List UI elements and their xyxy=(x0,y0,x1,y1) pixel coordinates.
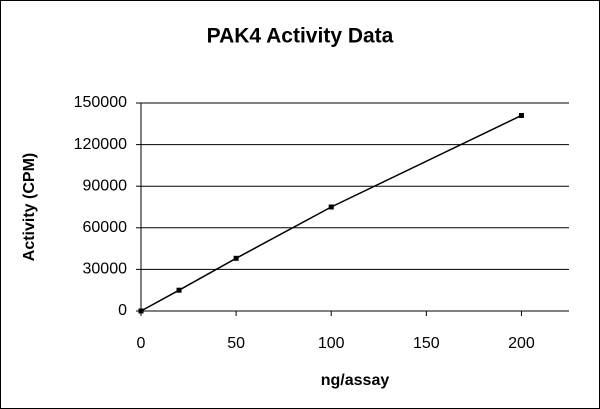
y-tick-label: 30000 xyxy=(83,261,128,278)
y-tick-label: 0 xyxy=(118,302,127,319)
x-tick-label: 100 xyxy=(318,335,345,352)
data-point xyxy=(328,204,334,210)
data-point xyxy=(138,308,144,314)
y-tick-label: 90000 xyxy=(83,177,128,194)
y-axis-label: Activity (CPM) xyxy=(21,153,38,261)
data-point xyxy=(518,112,524,118)
y-tick-label: 150000 xyxy=(74,94,127,111)
x-tick-label: 0 xyxy=(137,335,146,352)
chart-title: PAK4 Activity Data xyxy=(207,25,394,48)
y-tick-label: 60000 xyxy=(83,219,128,236)
data-point xyxy=(176,287,182,293)
x-axis-label: ng/assay xyxy=(321,372,390,389)
x-tick-label: 200 xyxy=(508,335,535,352)
y-tick-label: 120000 xyxy=(74,136,127,153)
data-point xyxy=(233,255,239,261)
x-tick-label: 150 xyxy=(413,335,440,352)
x-tick-label: 50 xyxy=(227,335,245,352)
